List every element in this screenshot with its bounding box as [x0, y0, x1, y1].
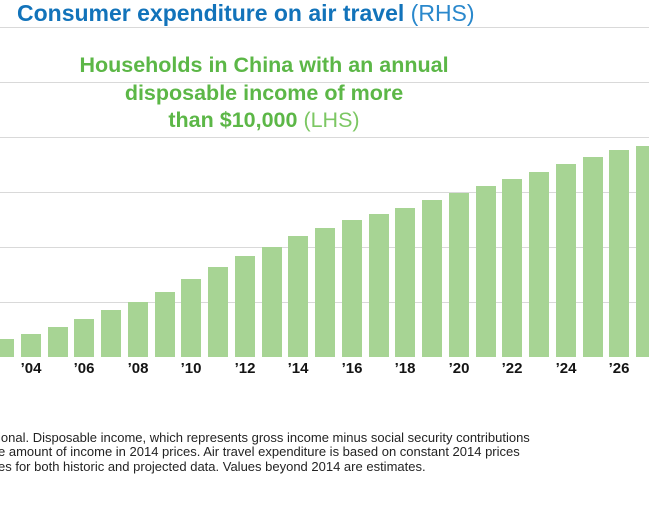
gridline: [0, 26, 649, 28]
chart-subtitle-axis-tag-lhs: (LHS): [297, 108, 360, 132]
footnote-line-2: e amount of income in 2014 prices. Air t…: [0, 444, 520, 460]
bar-2011: [208, 267, 228, 357]
bar-2009: [155, 292, 175, 357]
bar-2022: [502, 179, 522, 357]
chart-title-axis-tag-rhs: (RHS): [404, 0, 475, 26]
bar-2013: [262, 247, 282, 357]
footnote-line-3: es for both historic and projected data.…: [0, 458, 426, 474]
x-tick-label-2014: ’14: [287, 360, 309, 377]
chart-title: Consumer expenditure on air travel (RHS): [17, 0, 475, 27]
x-tick-label-2016: ’16: [341, 360, 363, 377]
chart-subtitle-line-2: disposable income of more: [124, 80, 404, 105]
bar-2007: [101, 310, 121, 357]
gridline: [0, 81, 649, 83]
gridline: [0, 136, 649, 138]
bar-2024: [556, 164, 576, 357]
bar-2014: [288, 236, 308, 357]
bar-2019: [422, 200, 442, 357]
x-tick-label-2008: ’08: [127, 360, 149, 377]
bar-2020: [449, 193, 469, 357]
bar-2015: [315, 228, 335, 357]
x-tick-label-2006: ’06: [73, 360, 95, 377]
gridline: [0, 191, 649, 193]
chart-title-main: Consumer expenditure on air travel: [17, 0, 405, 26]
x-tick-label-2018: ’18: [394, 360, 416, 377]
bar-2012: [235, 256, 255, 357]
bar-2017: [369, 214, 389, 357]
x-tick-label-2026: ’26: [608, 360, 630, 377]
x-tick-label-2020: ’20: [448, 360, 470, 377]
bar-2027: [636, 146, 649, 357]
bar-2004: [21, 334, 41, 357]
bar-2016: [342, 220, 362, 357]
x-tick-label-2004: ’04: [20, 360, 42, 377]
chart-subtitle: Households in China with an annual dispo…: [0, 52, 528, 135]
bar-2026: [609, 150, 629, 357]
chart-subtitle-line-3-main: than $10,000: [168, 108, 298, 132]
bar-2008: [128, 302, 148, 357]
bar-2021: [476, 186, 496, 357]
footnote: ional. Disposable income, which represen…: [0, 430, 530, 474]
x-tick-label-2024: ’24: [555, 360, 577, 377]
bar-2018: [395, 208, 415, 357]
footnote-line-1: ional. Disposable income, which represen…: [0, 430, 530, 445]
bar-2025: [583, 157, 603, 357]
chart-subtitle-line-1: Households in China with an annual: [79, 53, 449, 77]
x-tick-label-2010: ’10: [180, 360, 202, 377]
bar-2005: [48, 327, 68, 357]
bar-2006: [74, 319, 94, 357]
x-tick-label-2022: ’22: [501, 360, 523, 377]
bar-2023: [529, 172, 549, 357]
chart-subtitle-line-3: than $10,000 (LHS): [0, 107, 528, 135]
bar-2010: [181, 279, 201, 357]
bar-2003: [0, 339, 14, 357]
x-tick-label-2012: ’12: [234, 360, 256, 377]
